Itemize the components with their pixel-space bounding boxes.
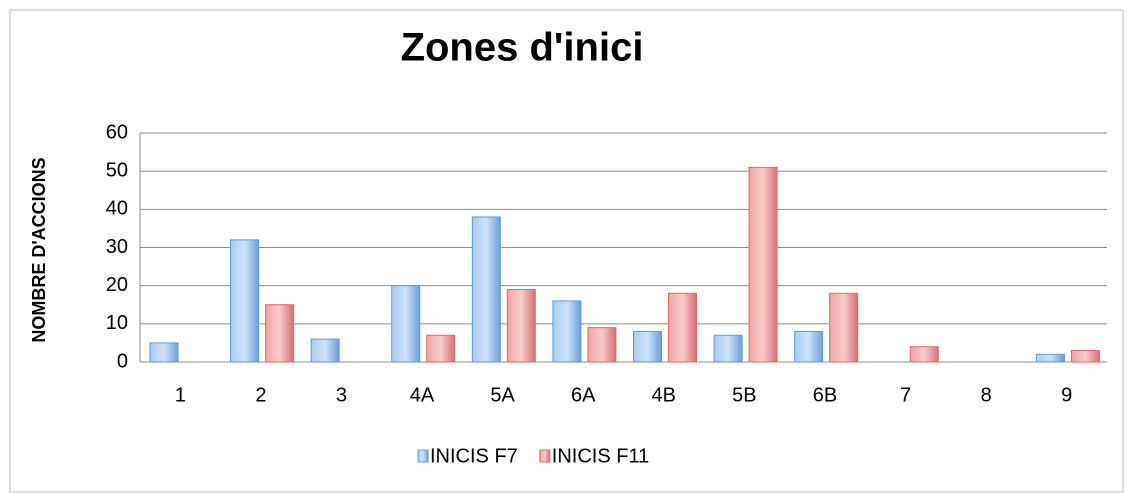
bar [471,216,501,363]
y-tick-label: 50 [106,159,128,181]
bar [1070,350,1100,363]
bar [426,334,456,363]
y-tick-label: 0 [117,350,128,372]
legend-label: INICIS F11 [552,445,649,467]
bar [713,334,743,363]
y-tick-label: 40 [106,198,128,220]
y-tick-label: 30 [106,236,128,258]
bar [230,239,260,363]
chart-frame [9,9,1124,493]
bar [506,288,536,363]
bar [391,285,421,363]
x-tick-label: 9 [1061,384,1072,406]
legend-label: INICIS F7 [430,445,518,467]
x-tick-label: 7 [900,384,911,406]
x-tick-label: 4A [410,384,435,406]
x-tick-label: 6A [571,384,596,406]
legend-swatch [417,449,429,463]
bar [552,300,582,363]
bar [633,330,662,363]
x-tick-label: 8 [981,384,992,406]
x-tick-label: 6B [813,384,837,406]
x-tick-label: 5A [490,384,515,406]
chart-title: Zones d'inici [401,26,644,70]
x-tick-label: 5B [732,384,756,406]
bar [149,342,179,363]
y-tick-label: 20 [106,274,128,296]
bar [1035,353,1065,363]
x-tick-label: 4B [652,384,676,406]
x-tick-label: 1 [175,384,186,406]
bar [668,292,697,363]
bar [310,338,340,363]
y-tick-label: 60 [106,121,128,143]
x-tick-label: 2 [255,384,266,406]
bar [909,346,939,363]
bar [794,330,824,363]
bar [587,327,617,363]
y-axis-label: NOMBRE D'ACCIONS [29,157,49,342]
bar [265,304,295,363]
bar [748,166,778,363]
bar [829,292,859,363]
y-tick-label: 10 [106,312,128,334]
legend-swatch [539,449,551,463]
x-tick-label: 3 [336,384,347,406]
